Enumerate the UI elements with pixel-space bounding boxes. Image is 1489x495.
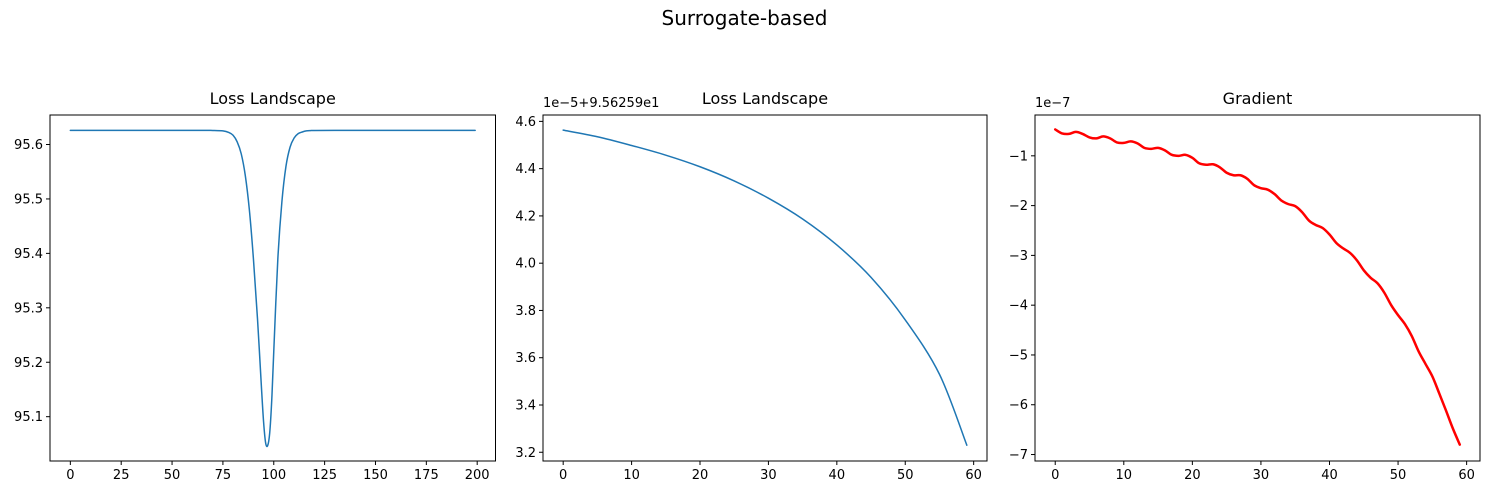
y-tick-label: 4.6 xyxy=(515,115,536,130)
series-line xyxy=(1053,128,1462,446)
y-tick-label: −1 xyxy=(1009,149,1028,164)
x-tick-label: 30 xyxy=(760,468,777,483)
x-tick-label: 50 xyxy=(1390,468,1407,483)
subplot-title: Gradient xyxy=(1223,89,1293,108)
x-tick-label: 60 xyxy=(1458,468,1475,483)
x-tick-label: 200 xyxy=(465,468,490,483)
x-tick-label: 10 xyxy=(1116,468,1133,483)
figure-suptitle: Surrogate-based xyxy=(662,6,828,30)
axis-offset-text: 1e−7 xyxy=(1035,96,1070,111)
x-tick-label: 0 xyxy=(1051,468,1059,483)
tick-group: 0 10 20 30 40 50 60 3.2 3.4 3.6 3.8 4.0 4.2 4.4 4.6 xyxy=(515,115,982,483)
x-tick-label: 50 xyxy=(164,468,181,483)
plot-frame xyxy=(1034,114,1481,462)
subplot-loss-landscape-full: Loss Landscape 0 25 50 75 100 125 150 175 200 95.… xyxy=(14,89,496,483)
subplot-title: Loss Landscape xyxy=(702,89,828,108)
y-tick-label: 95.3 xyxy=(14,301,43,316)
y-tick-label: 3.2 xyxy=(515,446,536,461)
x-tick-label: 40 xyxy=(1321,468,1338,483)
subplot-title: Loss Landscape xyxy=(210,89,336,108)
x-tick-label: 75 xyxy=(215,468,232,483)
x-tick-label: 175 xyxy=(414,468,439,483)
plot-frame xyxy=(49,114,496,462)
y-tick-label: −4 xyxy=(1009,299,1028,314)
x-tick-label: 30 xyxy=(1253,468,1270,483)
y-tick-label: 95.2 xyxy=(14,356,43,371)
series-group xyxy=(69,129,476,448)
y-tick-label: −3 xyxy=(1009,249,1028,264)
tick-group: 0 10 20 30 40 50 60 −7 −6 −5 −4 −3 −2 −1 xyxy=(1009,149,1475,483)
y-tick-label: 3.4 xyxy=(515,398,536,413)
x-tick-label: 100 xyxy=(261,468,286,483)
x-tick-label: 20 xyxy=(692,468,709,483)
x-tick-label: 0 xyxy=(66,468,74,483)
x-tick-label: 0 xyxy=(559,468,567,483)
y-tick-label: 4.0 xyxy=(515,257,536,272)
series-group xyxy=(562,129,968,446)
x-tick-label: 40 xyxy=(829,468,846,483)
y-tick-label: 3.6 xyxy=(515,351,536,366)
subplot-gradient: Gradient 1e−7 0 10 20 30 40 50 60 −7 −6 −5 −4 −3 −2 −… xyxy=(1009,89,1481,483)
x-tick-label: 25 xyxy=(113,468,130,483)
y-tick-label: 4.4 xyxy=(515,162,536,177)
x-tick-label: 150 xyxy=(363,468,388,483)
x-tick-label: 60 xyxy=(965,468,982,483)
y-tick-label: −5 xyxy=(1009,348,1028,363)
y-tick-label: 95.1 xyxy=(14,410,43,425)
axis-offset-text: 1e−5+9.56259e1 xyxy=(543,96,659,111)
y-tick-label: −6 xyxy=(1009,398,1028,413)
x-tick-label: 10 xyxy=(623,468,640,483)
x-tick-label: 50 xyxy=(897,468,914,483)
series-line xyxy=(562,129,968,446)
y-tick-label: 95.6 xyxy=(14,138,43,153)
y-tick-label: 95.5 xyxy=(14,192,43,207)
y-tick-label: −2 xyxy=(1009,199,1028,214)
y-tick-label: −7 xyxy=(1009,448,1028,463)
x-tick-label: 20 xyxy=(1184,468,1201,483)
x-tick-label: 125 xyxy=(312,468,337,483)
y-tick-label: 3.8 xyxy=(515,304,536,319)
tick-group: 0 25 50 75 100 125 150 175 200 95.1 95.2 95.3 95.4 95… xyxy=(14,138,490,483)
series-line xyxy=(69,129,476,448)
y-tick-label: 95.4 xyxy=(14,247,43,262)
y-tick-label: 4.2 xyxy=(515,209,536,224)
subplot-loss-landscape-zoom: Loss Landscape 1e−5+9.56259e1 0 10 20 30 40 5… xyxy=(515,89,988,483)
series-group xyxy=(1053,128,1462,446)
plot-frame xyxy=(542,114,988,462)
